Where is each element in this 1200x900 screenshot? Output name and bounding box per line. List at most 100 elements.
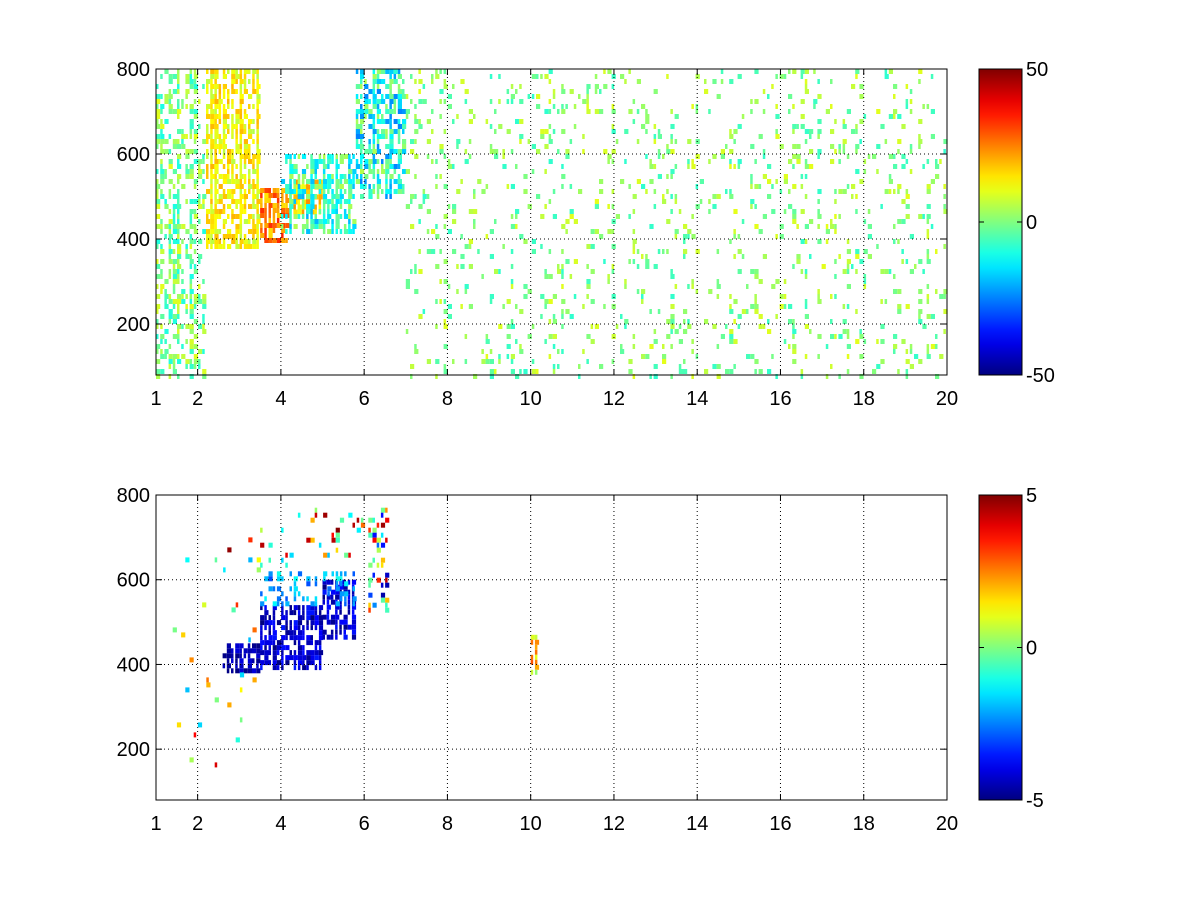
- heatmap-cell: [235, 184, 240, 189]
- heatmap-cell: [285, 552, 288, 558]
- heatmap-cell: [653, 124, 657, 129]
- heatmap-cell: [494, 109, 497, 114]
- heatmap-cell: [280, 179, 286, 184]
- heatmap-cell: [193, 334, 198, 339]
- heatmap-cell: [185, 294, 188, 299]
- heatmap-cell: [235, 199, 240, 204]
- heatmap-cell: [318, 650, 324, 656]
- heatmap-cell: [335, 194, 340, 199]
- heatmap-cell: [855, 149, 858, 154]
- heatmap-cell: [172, 369, 177, 374]
- heatmap-cell: [235, 653, 240, 659]
- heatmap-cell: [385, 184, 388, 189]
- heatmap-cell: [214, 159, 219, 164]
- heatmap-cell: [368, 114, 373, 119]
- heatmap-cell: [214, 154, 217, 159]
- heatmap-cell: [235, 69, 238, 74]
- heatmap-cell: [335, 594, 340, 600]
- heatmap-cell: [293, 635, 298, 641]
- heatmap-cell: [368, 164, 371, 169]
- heatmap-cell: [252, 648, 257, 654]
- heatmap-cell: [218, 94, 222, 99]
- heatmap-cell: [792, 124, 797, 129]
- heatmap-cell: [181, 224, 186, 229]
- heatmap-cell: [289, 169, 294, 174]
- heatmap-cell: [177, 159, 180, 164]
- heatmap-cell: [788, 344, 791, 349]
- heatmap-cell: [260, 605, 263, 611]
- heatmap-cell: [172, 359, 176, 364]
- heatmap-cell: [252, 194, 257, 199]
- heatmap-cell: [905, 369, 909, 374]
- heatmap-cell: [235, 204, 238, 209]
- heatmap-cell: [792, 334, 795, 339]
- heatmap-cell: [489, 359, 494, 364]
- heatmap-cell: [905, 189, 909, 194]
- heatmap-cell: [364, 99, 369, 104]
- heatmap-cell: [227, 159, 232, 164]
- heatmap-cell: [825, 344, 829, 349]
- heatmap-cell: [918, 119, 923, 124]
- heatmap-cell: [368, 582, 371, 588]
- heatmap-cell: [214, 697, 219, 703]
- heatmap-cell: [172, 204, 177, 209]
- heatmap-cell: [248, 239, 251, 244]
- heatmap-cell: [256, 124, 259, 129]
- heatmap-cell: [314, 665, 318, 671]
- heatmap-cell: [327, 174, 332, 179]
- heatmap-cell: [297, 591, 301, 597]
- heatmap-cell: [214, 557, 218, 563]
- heatmap-cell: [314, 615, 319, 621]
- heatmap-cell: [670, 314, 675, 319]
- heatmap-cell: [666, 249, 669, 254]
- heatmap-cell: [168, 269, 172, 274]
- heatmap-cell: [464, 289, 468, 294]
- heatmap-cell: [775, 129, 778, 134]
- heatmap-cell: [393, 149, 398, 154]
- heatmap-cell: [222, 653, 227, 659]
- heatmap-cell: [691, 374, 694, 379]
- heatmap-cell: [800, 69, 805, 74]
- heatmap-cell: [729, 294, 732, 299]
- heatmap-cell: [156, 124, 161, 129]
- heatmap-cell: [552, 214, 557, 219]
- heatmap-cell: [160, 289, 163, 294]
- heatmap-cell: [456, 289, 459, 294]
- heatmap-cell: [206, 79, 211, 84]
- heatmap-cell: [636, 264, 640, 269]
- heatmap-cell: [214, 149, 217, 154]
- heatmap-cell: [156, 294, 161, 299]
- heatmap-cell: [859, 259, 864, 264]
- heatmap-cell: [611, 74, 616, 79]
- x-tick-label: 4: [275, 813, 286, 835]
- heatmap-cell: [767, 369, 772, 374]
- heatmap-cell: [156, 359, 161, 364]
- heatmap-cell: [202, 229, 207, 234]
- heatmap-cell: [256, 663, 259, 669]
- heatmap-cell: [624, 159, 627, 164]
- heatmap-cell: [901, 249, 904, 254]
- heatmap-cell: [561, 89, 566, 94]
- heatmap-cell: [510, 284, 514, 289]
- heatmap-cell: [206, 234, 211, 239]
- heatmap-cell: [272, 635, 277, 641]
- heatmap-cell: [318, 224, 323, 229]
- heatmap-cell: [285, 630, 290, 636]
- heatmap-cell: [156, 284, 159, 289]
- heatmap-cell: [210, 74, 215, 79]
- heatmap-cell: [842, 139, 847, 144]
- heatmap-cell: [590, 269, 595, 274]
- heatmap-cell: [741, 309, 746, 314]
- heatmap-cell: [314, 214, 317, 219]
- heatmap-cell: [863, 114, 867, 119]
- heatmap-cell: [670, 109, 673, 114]
- heatmap-cell: [314, 159, 319, 164]
- heatmap-cell: [168, 239, 172, 244]
- heatmap-cell: [247, 648, 252, 654]
- heatmap-cell: [164, 349, 169, 354]
- heatmap-cell: [348, 159, 353, 164]
- heatmap-cell: [248, 184, 253, 189]
- heatmap-cell: [405, 204, 410, 209]
- heatmap-cell: [264, 625, 267, 631]
- heatmap-cell: [376, 547, 381, 553]
